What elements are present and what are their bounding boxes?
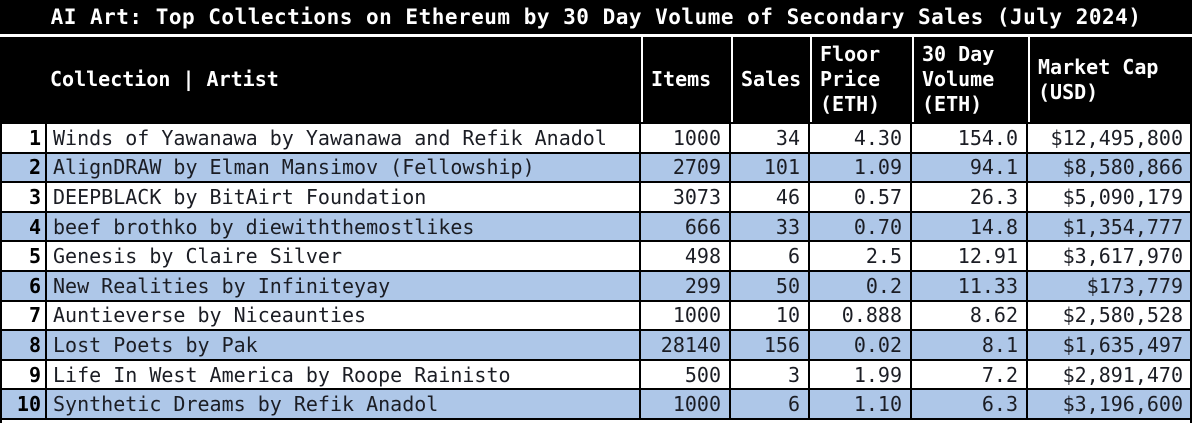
volume-cell: 8.1 [912, 331, 1028, 359]
sales-cell: 6 [731, 242, 810, 270]
rank-cell: 1 [0, 124, 47, 152]
market-cap-cell: $2,580,528 [1028, 301, 1192, 330]
header-sales: Sales [731, 37, 810, 122]
floor-price-cell: 0.70 [810, 212, 912, 241]
sales-cell: 156 [731, 331, 810, 359]
collection-cell: DEEPBLACK by BitAirt Foundation [47, 183, 641, 211]
table-row: 7 Auntieverse by Niceaunties 1000 10 0.8… [0, 299, 1192, 330]
table-row: 2 AlignDRAW by Elman Mansimov (Fellowshi… [0, 151, 1192, 182]
market-cap-cell: $173,779 [1028, 271, 1192, 300]
market-cap-cell: $1,635,497 [1028, 331, 1192, 359]
volume-cell: 154.0 [912, 124, 1028, 152]
table-row: 9 Life In West America by Roope Rainisto… [0, 358, 1192, 389]
sales-cell: 101 [731, 153, 810, 182]
items-cell: 666 [641, 212, 731, 241]
market-cap-cell: $12,495,800 [1028, 124, 1192, 152]
table-row: 6 New Realities by Infiniteyay 299 50 0.… [0, 269, 1192, 300]
collection-cell: New Realities by Infiniteyay [47, 271, 641, 300]
floor-price-cell: 1.99 [810, 360, 912, 389]
collection-cell: Winds of Yawanawa by Yawanawa and Refik … [47, 124, 641, 152]
market-cap-cell: $2,891,470 [1028, 360, 1192, 389]
collection-cell: Synthetic Dreams by Refik Anadol [47, 390, 641, 418]
rank-cell: 2 [0, 153, 47, 182]
rank-cell: 7 [0, 301, 47, 330]
floor-price-cell: 0.57 [810, 183, 912, 211]
rank-cell: 6 [0, 271, 47, 300]
items-cell: 498 [641, 242, 731, 270]
collection-cell: Auntieverse by Niceaunties [47, 301, 641, 330]
rank-cell: 8 [0, 331, 47, 359]
market-cap-cell: $1,354,777 [1028, 212, 1192, 241]
volume-cell: 11.33 [912, 271, 1028, 300]
table-row: 1 Winds of Yawanawa by Yawanawa and Refi… [0, 122, 1192, 152]
floor-price-cell: 2.5 [810, 242, 912, 270]
collection-cell: beef brothko by diewiththemostlikes [47, 212, 641, 241]
market-cap-cell: $3,617,970 [1028, 242, 1192, 270]
sales-cell: 33 [731, 212, 810, 241]
header-market-cap: Market Cap (USD) [1028, 37, 1192, 122]
rank-cell: 5 [0, 242, 47, 270]
items-cell: 299 [641, 271, 731, 300]
volume-cell: 12.91 [912, 242, 1028, 270]
table-row: 4 beef brothko by diewiththemostlikes 66… [0, 210, 1192, 241]
table-header-row: Collection | Artist Items Sales Floor Pr… [0, 37, 1192, 122]
clipped-next-row [0, 417, 1192, 423]
collection-cell: AlignDRAW by Elman Mansimov (Fellowship) [47, 153, 641, 182]
floor-price-cell: 0.02 [810, 331, 912, 359]
floor-price-cell: 0.888 [810, 301, 912, 330]
items-cell: 500 [641, 360, 731, 389]
table-row: 5 Genesis by Claire Silver 498 6 2.5 12.… [0, 240, 1192, 270]
collection-cell: Lost Poets by Pak [47, 331, 641, 359]
table-row: 8 Lost Poets by Pak 28140 156 0.02 8.1 $… [0, 329, 1192, 359]
volume-cell: 7.2 [912, 360, 1028, 389]
items-cell: 1000 [641, 124, 731, 152]
floor-price-cell: 1.10 [810, 390, 912, 418]
header-floor-price: Floor Price (ETH) [810, 37, 912, 122]
header-items: Items [641, 37, 731, 122]
rank-cell: 10 [0, 390, 47, 418]
floor-price-cell: 1.09 [810, 153, 912, 182]
volume-cell: 14.8 [912, 212, 1028, 241]
floor-price-cell: 4.30 [810, 124, 912, 152]
volume-cell: 26.3 [912, 183, 1028, 211]
table-row: 3 DEEPBLACK by BitAirt Foundation 3073 4… [0, 181, 1192, 211]
rank-cell: 3 [0, 183, 47, 211]
items-cell: 28140 [641, 331, 731, 359]
sales-cell: 46 [731, 183, 810, 211]
volume-cell: 94.1 [912, 153, 1028, 182]
items-cell: 2709 [641, 153, 731, 182]
rank-cell: 4 [0, 212, 47, 241]
figure-title: AI Art: Top Collections on Ethereum by 3… [0, 0, 1192, 37]
sales-cell: 6 [731, 390, 810, 418]
header-30day-volume: 30 Day Volume (ETH) [912, 37, 1028, 122]
items-cell: 1000 [641, 390, 731, 418]
table-row: 10 Synthetic Dreams by Refik Anadol 1000… [0, 388, 1192, 418]
volume-cell: 6.3 [912, 390, 1028, 418]
market-cap-cell: $8,580,866 [1028, 153, 1192, 182]
sales-cell: 50 [731, 271, 810, 300]
floor-price-cell: 0.2 [810, 271, 912, 300]
collection-cell: Genesis by Claire Silver [47, 242, 641, 270]
market-cap-cell: $3,196,600 [1028, 390, 1192, 418]
collection-cell: Life In West America by Roope Rainisto [47, 360, 641, 389]
sales-cell: 3 [731, 360, 810, 389]
volume-cell: 8.62 [912, 301, 1028, 330]
items-cell: 1000 [641, 301, 731, 330]
market-cap-cell: $5,090,179 [1028, 183, 1192, 211]
sales-cell: 34 [731, 124, 810, 152]
header-collection-artist: Collection | Artist [50, 67, 279, 91]
sales-cell: 10 [731, 301, 810, 330]
items-cell: 3073 [641, 183, 731, 211]
rank-cell: 9 [0, 360, 47, 389]
